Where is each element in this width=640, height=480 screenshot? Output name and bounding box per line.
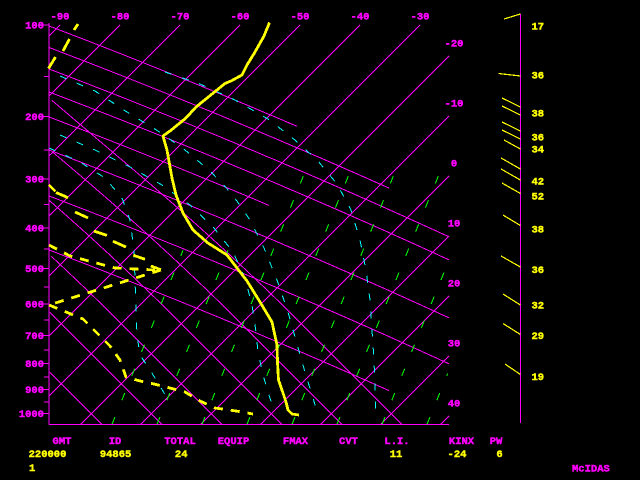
svg-text:17: 17 <box>532 22 545 34</box>
svg-text:900: 900 <box>25 385 44 397</box>
svg-text:400: 400 <box>25 223 44 235</box>
svg-text:36: 36 <box>532 71 545 83</box>
svg-text:52: 52 <box>532 192 545 204</box>
svg-text:32: 32 <box>532 301 545 313</box>
svg-text:700: 700 <box>25 331 44 343</box>
svg-text:19: 19 <box>532 372 545 384</box>
svg-text:38: 38 <box>532 225 545 237</box>
svg-text:-20: -20 <box>445 39 464 51</box>
svg-text:-90: -90 <box>51 12 70 24</box>
svg-text:-60: -60 <box>231 12 250 24</box>
svg-text:24: 24 <box>175 449 188 461</box>
svg-text:EQUIP: EQUIP <box>218 436 250 448</box>
svg-text:6: 6 <box>496 449 502 461</box>
svg-text:TOTAL: TOTAL <box>164 436 196 448</box>
svg-text:20: 20 <box>448 279 461 291</box>
svg-text:-10: -10 <box>445 99 464 111</box>
svg-text:KINX: KINX <box>449 436 475 448</box>
svg-text:600: 600 <box>25 300 44 312</box>
svg-text:-24: -24 <box>448 449 467 461</box>
svg-text:42: 42 <box>532 177 545 189</box>
svg-text:34: 34 <box>532 145 545 157</box>
svg-text:11: 11 <box>390 449 403 461</box>
svg-text:1000: 1000 <box>19 409 44 421</box>
svg-text:38: 38 <box>532 109 545 121</box>
svg-text:220000: 220000 <box>29 449 67 461</box>
svg-text:36: 36 <box>532 133 545 145</box>
svg-text:-50: -50 <box>291 12 310 24</box>
svg-text:ID: ID <box>109 436 122 448</box>
svg-text:L.I.: L.I. <box>384 436 409 448</box>
svg-text:-40: -40 <box>351 12 370 24</box>
svg-text:McIDAS: McIDAS <box>572 464 610 476</box>
svg-text:94865: 94865 <box>100 449 132 461</box>
svg-text:1: 1 <box>29 463 35 475</box>
svg-text:GMT: GMT <box>53 436 72 448</box>
svg-text:-80: -80 <box>111 12 130 24</box>
svg-text:300: 300 <box>25 174 44 186</box>
svg-text:100: 100 <box>25 21 44 33</box>
svg-text:FMAX: FMAX <box>283 436 309 448</box>
svg-text:36: 36 <box>532 265 545 277</box>
svg-text:200: 200 <box>25 112 44 124</box>
svg-text:500: 500 <box>25 264 44 276</box>
svg-text:10: 10 <box>448 219 461 231</box>
svg-text:0: 0 <box>451 159 457 171</box>
svg-text:30: 30 <box>448 339 461 351</box>
svg-text:-30: -30 <box>411 12 430 24</box>
svg-text:40: 40 <box>448 399 461 411</box>
svg-text:29: 29 <box>532 331 545 343</box>
svg-text:-70: -70 <box>171 12 190 24</box>
svg-text:800: 800 <box>25 359 44 371</box>
svg-text:PW: PW <box>490 436 503 448</box>
svg-text:CVT: CVT <box>339 436 358 448</box>
